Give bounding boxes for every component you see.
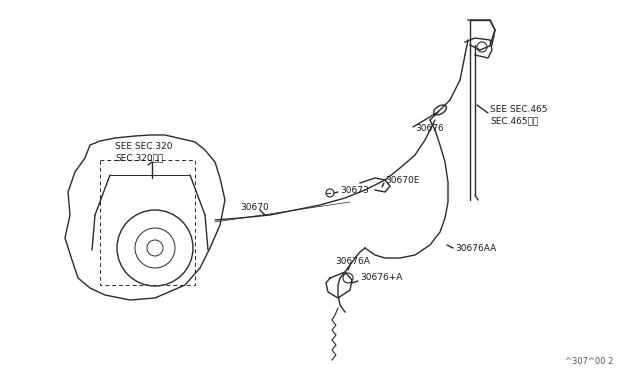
- Text: SEE SEC.320
SEC.320参照: SEE SEC.320 SEC.320参照: [115, 142, 173, 162]
- Text: 30676A: 30676A: [335, 257, 370, 266]
- Text: 30676+A: 30676+A: [360, 273, 403, 282]
- Text: 30676AA: 30676AA: [455, 244, 496, 253]
- Text: SEE SEC.465
SEC.465参照: SEE SEC.465 SEC.465参照: [490, 105, 547, 125]
- Text: 30670E: 30670E: [385, 176, 419, 185]
- Text: ^307^00 2: ^307^00 2: [565, 357, 613, 366]
- Text: 30676: 30676: [415, 124, 444, 132]
- Text: 30673: 30673: [340, 186, 369, 195]
- Text: 30670: 30670: [240, 202, 269, 212]
